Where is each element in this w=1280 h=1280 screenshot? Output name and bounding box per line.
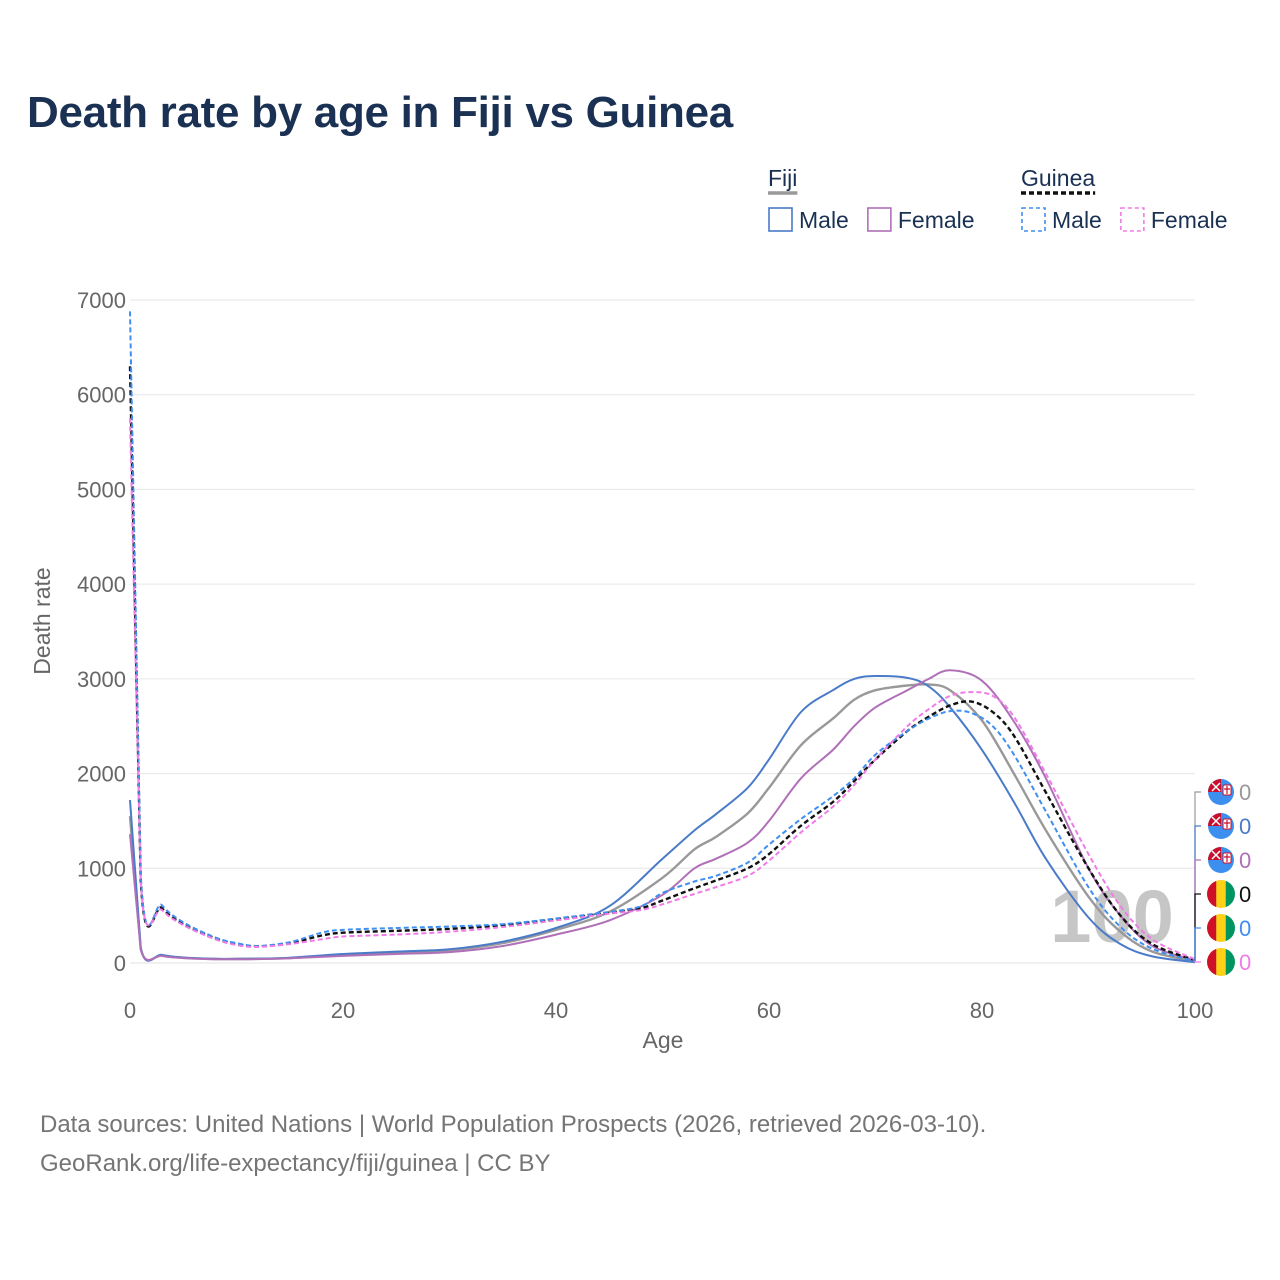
legend-item-guinea-female[interactable]: Female: [1120, 207, 1228, 233]
guinea-flag-icon: [1207, 914, 1235, 942]
y-tick-label: 3000: [77, 667, 126, 692]
x-tick-label: 100: [1177, 998, 1214, 1023]
end-label-value: 0: [1239, 950, 1251, 975]
y-tick-label: 0: [114, 951, 126, 976]
series-line-fiji-male: [129, 674, 1196, 964]
guinea-flag-icon: [1207, 948, 1235, 976]
fiji-flag-icon: [1208, 847, 1234, 873]
end-label-connector: [1194, 961, 1201, 963]
end-label-guinea-female: 0: [1194, 948, 1251, 976]
age-watermark: 100: [1050, 875, 1173, 958]
x-tick-label: 20: [331, 998, 355, 1023]
series-line-guinea-total: [128, 366, 1196, 962]
series-line-guinea-male: [129, 311, 1196, 963]
axes: 0 1000 2000 3000 4000 5000 6000 7000 0 20 40 60 80 10…: [77, 288, 1213, 1023]
end-label-value: 0: [1239, 916, 1251, 941]
end-label-fiji-total: 0: [1194, 779, 1251, 961]
end-label-value: 0: [1239, 780, 1251, 805]
x-tick-label: 80: [970, 998, 994, 1023]
y-tick-label: 4000: [77, 572, 126, 597]
y-tick-label: 5000: [77, 477, 126, 502]
series-lines: [128, 311, 1196, 964]
legend-swatch: [867, 207, 892, 232]
x-tick-label: 60: [757, 998, 781, 1023]
end-label-connector: [1194, 791, 1201, 961]
y-tick-label: 7000: [77, 288, 126, 313]
x-tick-label: 0: [124, 998, 136, 1023]
legend-item-guinea-male[interactable]: Male: [1021, 207, 1102, 233]
y-tick-label: 2000: [77, 762, 126, 787]
legend-group-guinea: Guinea Male Female: [1021, 165, 1228, 233]
end-label-connector: [1194, 859, 1201, 961]
page-title: Death rate by age in Fiji vs Guinea: [27, 88, 733, 137]
legend-swatch: [1021, 207, 1046, 232]
grid: [130, 299, 1195, 964]
end-label-value: 0: [1239, 882, 1251, 907]
x-axis-label: Age: [643, 1027, 684, 1053]
end-label-fiji-male: 0: [1194, 813, 1251, 961]
legend-label: Male: [799, 207, 849, 233]
legend-label: Female: [898, 207, 975, 233]
y-tick-label: 6000: [77, 383, 126, 408]
y-tick-label: 1000: [77, 856, 126, 881]
legend-label: Female: [1151, 207, 1228, 233]
end-labels: 0 0 0 0 0 0: [1194, 779, 1251, 976]
footer: Data sources: United Nations | World Pop…: [40, 1105, 986, 1183]
y-axis-label: Death rate: [29, 567, 55, 674]
end-label-value: 0: [1239, 814, 1251, 839]
legend-swatch: [768, 207, 793, 232]
legend-label: Male: [1052, 207, 1102, 233]
fiji-flag-icon: [1208, 813, 1234, 839]
legend-group-title: Fiji: [768, 165, 797, 191]
end-label-value: 0: [1239, 848, 1251, 873]
guinea-flag-icon: [1207, 880, 1235, 908]
end-label-guinea-male: 0: [1194, 914, 1251, 961]
series-line-fiji-female: [129, 669, 1196, 962]
x-tick-label: 40: [544, 998, 568, 1023]
series-line-guinea-female: [129, 418, 1196, 961]
end-label-fiji-female: 0: [1194, 847, 1251, 961]
fiji-flag-icon: [1208, 779, 1234, 805]
data-sources-text: Data sources: United Nations | World Pop…: [40, 1111, 987, 1138]
end-label-guinea-total: 0: [1194, 880, 1251, 961]
series-line-fiji-total: [128, 683, 1196, 963]
legend-item-fiji-male[interactable]: Male: [768, 207, 849, 233]
legend-swatch: [1120, 207, 1145, 232]
source-link-text[interactable]: GeoRank.org/life-expectancy/fiji/guinea …: [40, 1150, 551, 1177]
legend-item-fiji-female[interactable]: Female: [867, 207, 975, 233]
end-label-connector: [1194, 927, 1201, 961]
legend-group-title: Guinea: [1021, 165, 1095, 191]
